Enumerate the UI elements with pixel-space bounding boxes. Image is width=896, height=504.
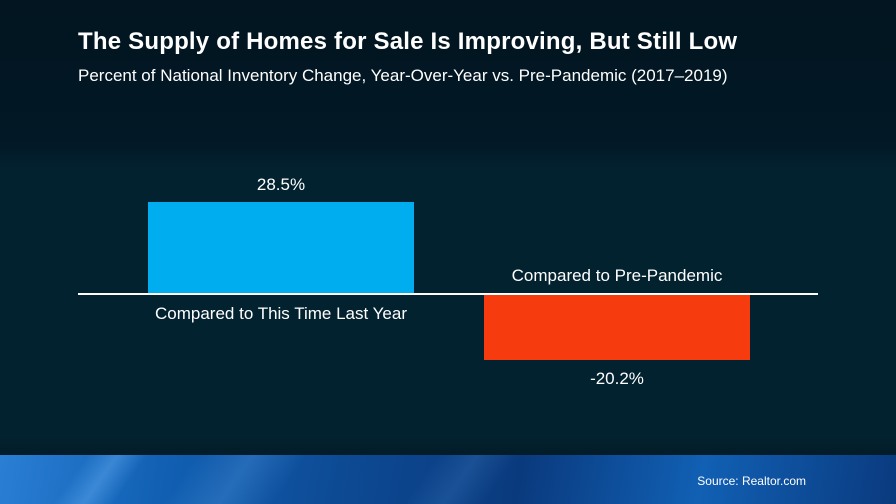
category-label-last-year: Compared to This Time Last Year [155, 304, 407, 323]
bar-last-year [148, 202, 414, 293]
zero-baseline [78, 293, 818, 295]
value-label-last-year: 28.5% [256, 175, 306, 194]
category-label-pre-pandemic: Compared to Pre-Pandemic [511, 266, 723, 285]
bar-group-pre-pandemic: -20.2% [484, 295, 750, 389]
value-label-pre-pandemic: -20.2% [590, 369, 644, 388]
bar-pre-pandemic [484, 295, 750, 360]
footer-streak-decoration [148, 455, 322, 504]
page-title: The Supply of Homes for Sale Is Improvin… [78, 28, 738, 55]
footer-streak-decoration [388, 455, 532, 504]
footer-streak-decoration [38, 455, 162, 504]
bar-group-last-year: 28.5% [148, 175, 414, 293]
page-subtitle: Percent of National Inventory Change, Ye… [78, 66, 728, 85]
source-text: Source: Realtor.com [697, 474, 806, 488]
footer-stripe: Source: Realtor.com [0, 455, 896, 504]
